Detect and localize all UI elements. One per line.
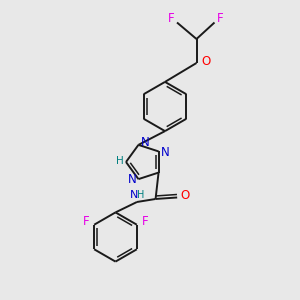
Text: F: F [82,215,89,228]
Text: F: F [168,12,175,26]
Text: N: N [161,146,170,159]
Text: N: N [128,172,136,186]
Text: H: H [137,190,144,200]
Text: N: N [141,136,149,149]
Text: O: O [180,189,190,202]
Text: F: F [142,215,148,228]
Text: N: N [130,190,139,200]
Text: H: H [116,155,124,166]
Text: O: O [201,55,210,68]
Text: F: F [217,12,223,26]
